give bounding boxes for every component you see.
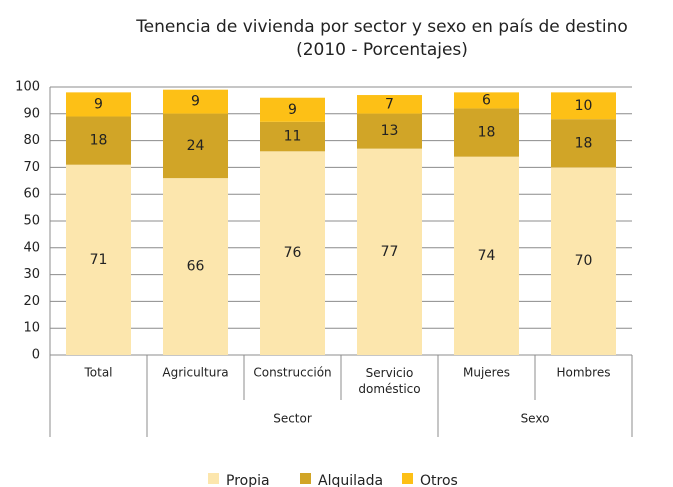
x-tick-label: Mujeres (463, 366, 510, 380)
bar-segment (66, 92, 131, 117)
bar-segment (454, 92, 519, 109)
x-tick-label: Total (83, 366, 112, 380)
data-label: 74 (478, 248, 496, 264)
legend-label: Alquilada (318, 473, 383, 487)
bar-segment (260, 97, 325, 122)
data-label: 9 (288, 102, 297, 118)
y-tick-label: 0 (32, 348, 40, 363)
group-label: Sector (273, 412, 312, 426)
data-label: 10 (575, 98, 593, 114)
y-tick-label: 30 (23, 267, 40, 282)
y-tick-label: 50 (23, 214, 40, 229)
legend-swatch (300, 473, 311, 484)
data-label: 9 (94, 96, 103, 112)
bar-segment (357, 113, 422, 149)
data-label: 77 (381, 244, 399, 260)
data-label: 76 (284, 245, 302, 261)
data-label: 7 (385, 96, 394, 112)
bar-segment (163, 113, 228, 179)
data-label: 18 (478, 125, 496, 141)
legend-label: Propia (226, 473, 270, 487)
legend-swatch (208, 473, 219, 484)
bar-segment (454, 156, 519, 355)
data-label: 18 (90, 133, 108, 149)
bar-segment (163, 178, 228, 355)
x-tick-label: Hombres (557, 366, 611, 380)
chart-subtitle: (2010 - Porcentajes) (296, 40, 468, 60)
y-tick-label: 70 (23, 160, 40, 175)
y-tick-label: 40 (23, 240, 40, 255)
data-label: 6 (482, 92, 491, 108)
data-label: 9 (191, 94, 200, 110)
y-tick-label: 80 (23, 133, 40, 148)
bar-segment (260, 121, 325, 152)
y-tick-label: 10 (23, 321, 40, 336)
bar-segment (163, 89, 228, 114)
group-label: Sexo (521, 412, 550, 426)
data-label: 71 (90, 252, 108, 268)
bar-segment (551, 92, 616, 120)
data-label: 24 (187, 138, 205, 154)
legend-label: Otros (420, 473, 458, 487)
data-label: 11 (284, 129, 302, 145)
x-tick-label: Construcción (253, 366, 331, 380)
bar-segment (357, 95, 422, 114)
bar-segment (260, 151, 325, 355)
y-tick-label: 20 (23, 294, 40, 309)
y-tick-label: 100 (15, 80, 40, 95)
x-tick-label: Agricultura (162, 366, 228, 380)
y-tick-label: 60 (23, 187, 40, 202)
bar-segment (357, 148, 422, 355)
bar-segment (454, 108, 519, 157)
data-label: 18 (575, 135, 593, 151)
data-label: 66 (187, 259, 205, 275)
bar-segment (66, 116, 131, 165)
bar-segment (551, 167, 616, 355)
data-label: 70 (575, 253, 593, 269)
legend-swatch (402, 473, 413, 484)
y-tick-label: 90 (23, 106, 40, 121)
bar-segment (551, 119, 616, 168)
chart-title: Tenencia de vivienda por sector y sexo e… (135, 17, 628, 37)
bar-segment (66, 164, 131, 355)
x-tick-label: Servicio doméstico (358, 366, 420, 396)
data-label: 13 (381, 123, 399, 139)
